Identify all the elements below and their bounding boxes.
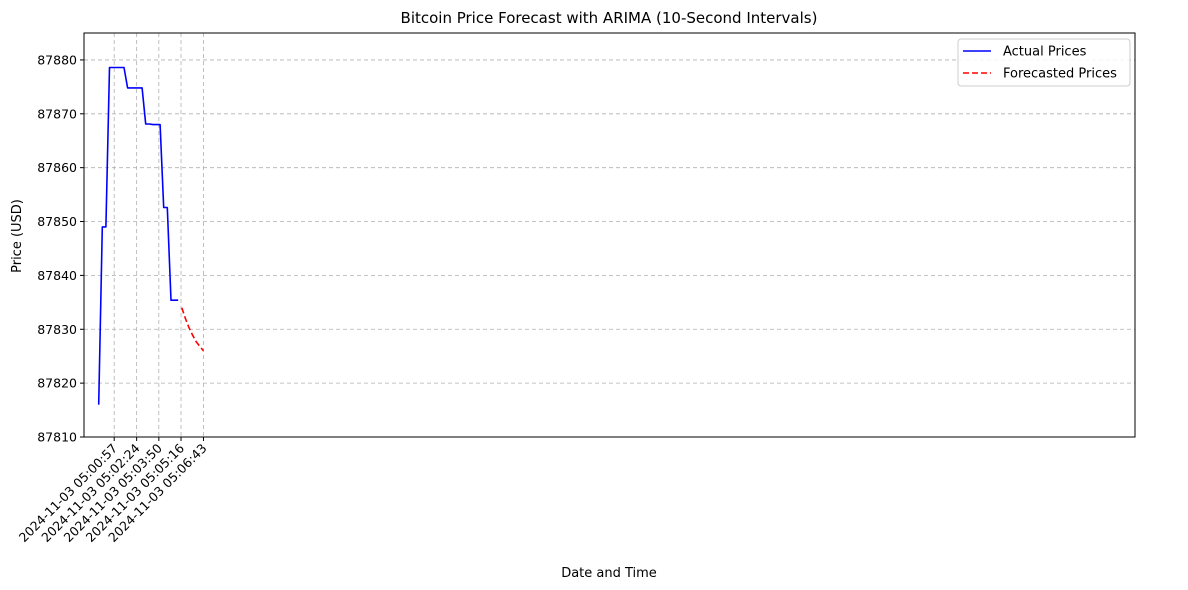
x-axis-label: Date and Time bbox=[561, 566, 657, 581]
y-tick-label: 87830 bbox=[37, 322, 77, 337]
grid bbox=[84, 33, 1135, 438]
axes: 87810 87820 87830 87840 87850 87860 87870 87880… bbox=[16, 32, 1136, 545]
legend-label: Forecasted Prices bbox=[1003, 67, 1117, 82]
legend: Actual Prices Forecasted Prices bbox=[957, 38, 1131, 87]
series-layer bbox=[97, 66, 205, 405]
y-tick-label: 87870 bbox=[37, 106, 77, 121]
y-tick-label: 87810 bbox=[37, 430, 77, 445]
y-tick-label: 87860 bbox=[37, 160, 77, 175]
y-tick-label: 87840 bbox=[37, 268, 77, 283]
series-line-forecast bbox=[181, 307, 205, 352]
y-axis-label: Price (USD) bbox=[10, 199, 25, 273]
series-line-actual bbox=[97, 66, 179, 405]
legend-label: Actual Prices bbox=[1003, 45, 1087, 60]
y-tick-label: 87820 bbox=[37, 376, 77, 391]
chart-title: Bitcoin Price Forecast with ARIMA (10-Se… bbox=[401, 9, 818, 27]
plot-frame bbox=[83, 32, 1136, 438]
legend-box bbox=[957, 38, 1131, 87]
y-tick-label: 87850 bbox=[37, 214, 77, 229]
y-tick-label: 87880 bbox=[37, 52, 77, 67]
